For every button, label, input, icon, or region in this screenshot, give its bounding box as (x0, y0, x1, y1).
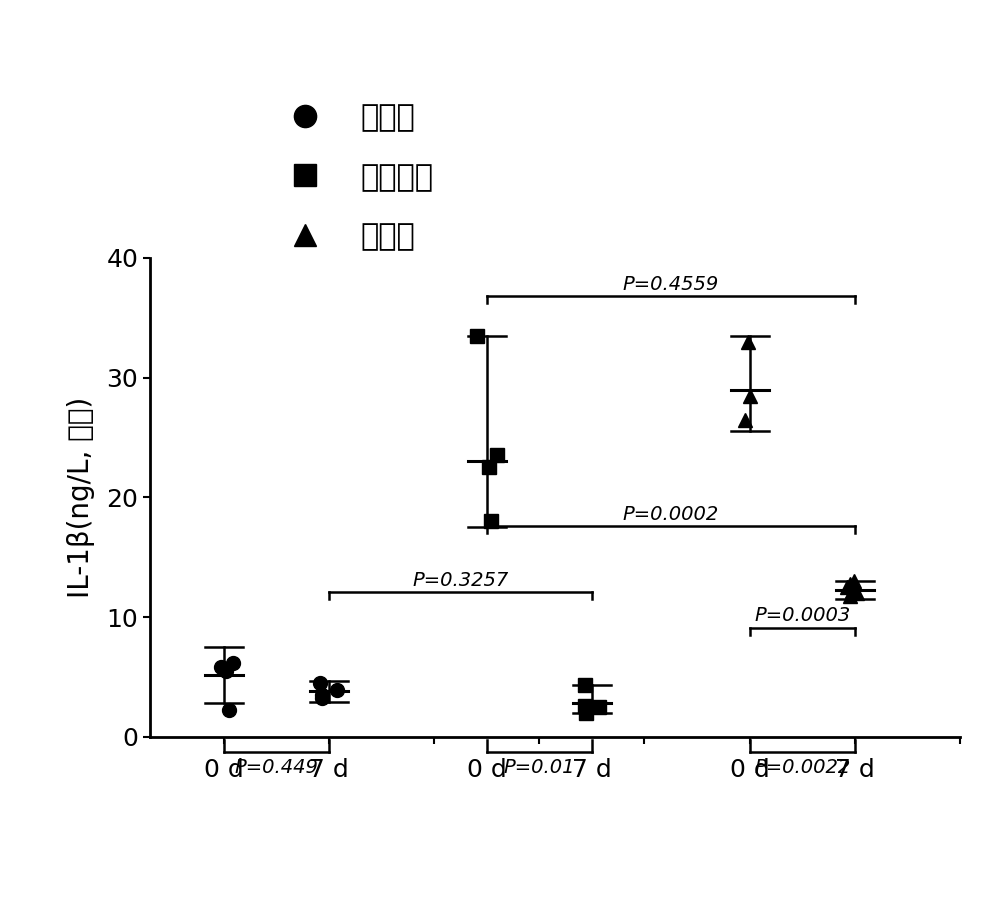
Text: 0 d: 0 d (730, 758, 769, 782)
Text: P=0.0022: P=0.0022 (754, 758, 850, 777)
Text: P=0.3257: P=0.3257 (412, 570, 508, 589)
Text: 7 d: 7 d (572, 758, 612, 782)
Text: P=0.0003: P=0.0003 (754, 606, 850, 625)
Y-axis label: IL-1β(ng/L, 乳清): IL-1β(ng/L, 乳清) (67, 397, 95, 598)
Text: 0 d: 0 d (204, 758, 244, 782)
Legend: 对照组, 乳腺炎组, 治疗组: 对照组, 乳腺炎组, 治疗组 (262, 91, 445, 263)
Text: P=0.449: P=0.449 (234, 758, 318, 777)
Text: 0 d: 0 d (467, 758, 506, 782)
Text: 7 d: 7 d (309, 758, 349, 782)
Text: 7 d: 7 d (835, 758, 875, 782)
Text: P=0.4559: P=0.4559 (623, 274, 719, 294)
Text: P=0.0002: P=0.0002 (623, 505, 719, 524)
Text: P=0.01: P=0.01 (503, 758, 575, 777)
